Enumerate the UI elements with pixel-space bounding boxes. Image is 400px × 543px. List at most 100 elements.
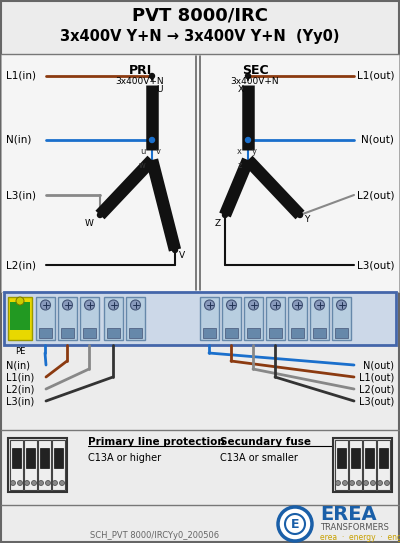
Text: X: X (238, 85, 244, 94)
Circle shape (336, 481, 340, 485)
Text: Secundary fuse: Secundary fuse (220, 437, 311, 447)
Bar (26, 448, 35, 468)
Bar (203, 328, 216, 338)
Circle shape (98, 212, 102, 218)
Bar (52, 440, 65, 490)
Bar (12, 448, 21, 468)
Text: SEC: SEC (242, 64, 268, 77)
Circle shape (10, 481, 16, 485)
Bar (365, 448, 374, 468)
Text: SCH_PVT 8000/IRCYy0_200506: SCH_PVT 8000/IRCYy0_200506 (90, 531, 220, 540)
Circle shape (378, 481, 382, 485)
Text: z: z (238, 161, 242, 171)
Text: L1(out): L1(out) (356, 71, 394, 81)
Bar (247, 328, 260, 338)
Text: L2(in): L2(in) (6, 260, 36, 270)
Bar (310, 297, 329, 340)
Text: E: E (291, 517, 299, 531)
Bar (222, 297, 241, 340)
Bar (54, 448, 63, 468)
Text: L1(in): L1(in) (6, 372, 34, 382)
Bar (10, 302, 30, 330)
Circle shape (278, 507, 312, 541)
Text: PE: PE (15, 348, 25, 357)
Text: TRANSFORMERS: TRANSFORMERS (320, 522, 389, 532)
Text: N(in): N(in) (6, 360, 30, 370)
Text: x: x (237, 148, 242, 156)
Text: erea  ·  energy  ·  engineering: erea · energy · engineering (320, 533, 400, 541)
Bar (349, 440, 362, 490)
Bar (266, 297, 285, 340)
Text: L3(in): L3(in) (6, 396, 34, 406)
Text: 3x400V+N: 3x400V+N (231, 78, 279, 86)
Circle shape (298, 212, 302, 218)
Bar (244, 297, 263, 340)
Text: N(out): N(out) (361, 135, 394, 145)
Text: N(in): N(in) (6, 135, 31, 145)
Text: U: U (156, 85, 162, 94)
Bar (126, 297, 145, 340)
Text: L2(out): L2(out) (356, 190, 394, 200)
Circle shape (204, 300, 214, 310)
Circle shape (364, 481, 368, 485)
Text: v: v (156, 148, 161, 156)
Bar (58, 297, 77, 340)
Circle shape (38, 481, 44, 485)
Bar (351, 448, 360, 468)
Text: 3x400V Y+N → 3x400V Y+N  (Yy0): 3x400V Y+N → 3x400V Y+N (Yy0) (60, 28, 340, 43)
Circle shape (336, 300, 346, 310)
Circle shape (370, 481, 376, 485)
Circle shape (40, 300, 50, 310)
Circle shape (16, 297, 24, 305)
Circle shape (32, 481, 36, 485)
Circle shape (172, 248, 178, 252)
Bar (379, 448, 388, 468)
Circle shape (292, 300, 302, 310)
Text: L1(in): L1(in) (6, 71, 36, 81)
Circle shape (150, 137, 154, 142)
Bar (36, 297, 55, 340)
Text: w: w (139, 161, 146, 171)
Text: L1(out): L1(out) (359, 372, 394, 382)
Circle shape (46, 481, 50, 485)
Bar (363, 440, 376, 490)
Bar (61, 328, 74, 338)
Circle shape (150, 73, 154, 79)
Circle shape (270, 300, 280, 310)
Circle shape (285, 514, 305, 534)
Circle shape (18, 481, 22, 485)
Text: N(out): N(out) (363, 360, 394, 370)
Bar (291, 328, 304, 338)
Bar (83, 328, 96, 338)
Text: Z: Z (215, 218, 221, 228)
Text: EREA: EREA (320, 506, 377, 525)
Circle shape (60, 481, 64, 485)
Bar (80, 297, 99, 340)
Circle shape (52, 481, 58, 485)
Circle shape (130, 300, 140, 310)
Circle shape (314, 300, 324, 310)
Bar (333, 438, 392, 492)
Circle shape (24, 481, 30, 485)
Circle shape (246, 137, 250, 142)
Text: Primary line protection: Primary line protection (88, 437, 225, 447)
Text: y: y (252, 148, 257, 156)
Text: 3x400V+N: 3x400V+N (116, 78, 164, 86)
Text: C13A or smaller: C13A or smaller (220, 453, 298, 463)
Bar (8, 297, 32, 340)
Text: u: u (141, 148, 146, 156)
Bar (200, 297, 219, 340)
Circle shape (222, 212, 228, 218)
Circle shape (108, 300, 118, 310)
Circle shape (84, 300, 94, 310)
Circle shape (350, 481, 354, 485)
Bar (225, 328, 238, 338)
Circle shape (342, 481, 348, 485)
Bar (332, 297, 351, 340)
Bar (40, 448, 49, 468)
Text: C13A or higher: C13A or higher (88, 453, 161, 463)
Circle shape (384, 481, 390, 485)
Bar (1, 54, 399, 292)
Bar (377, 440, 390, 490)
Bar (4, 292, 396, 345)
